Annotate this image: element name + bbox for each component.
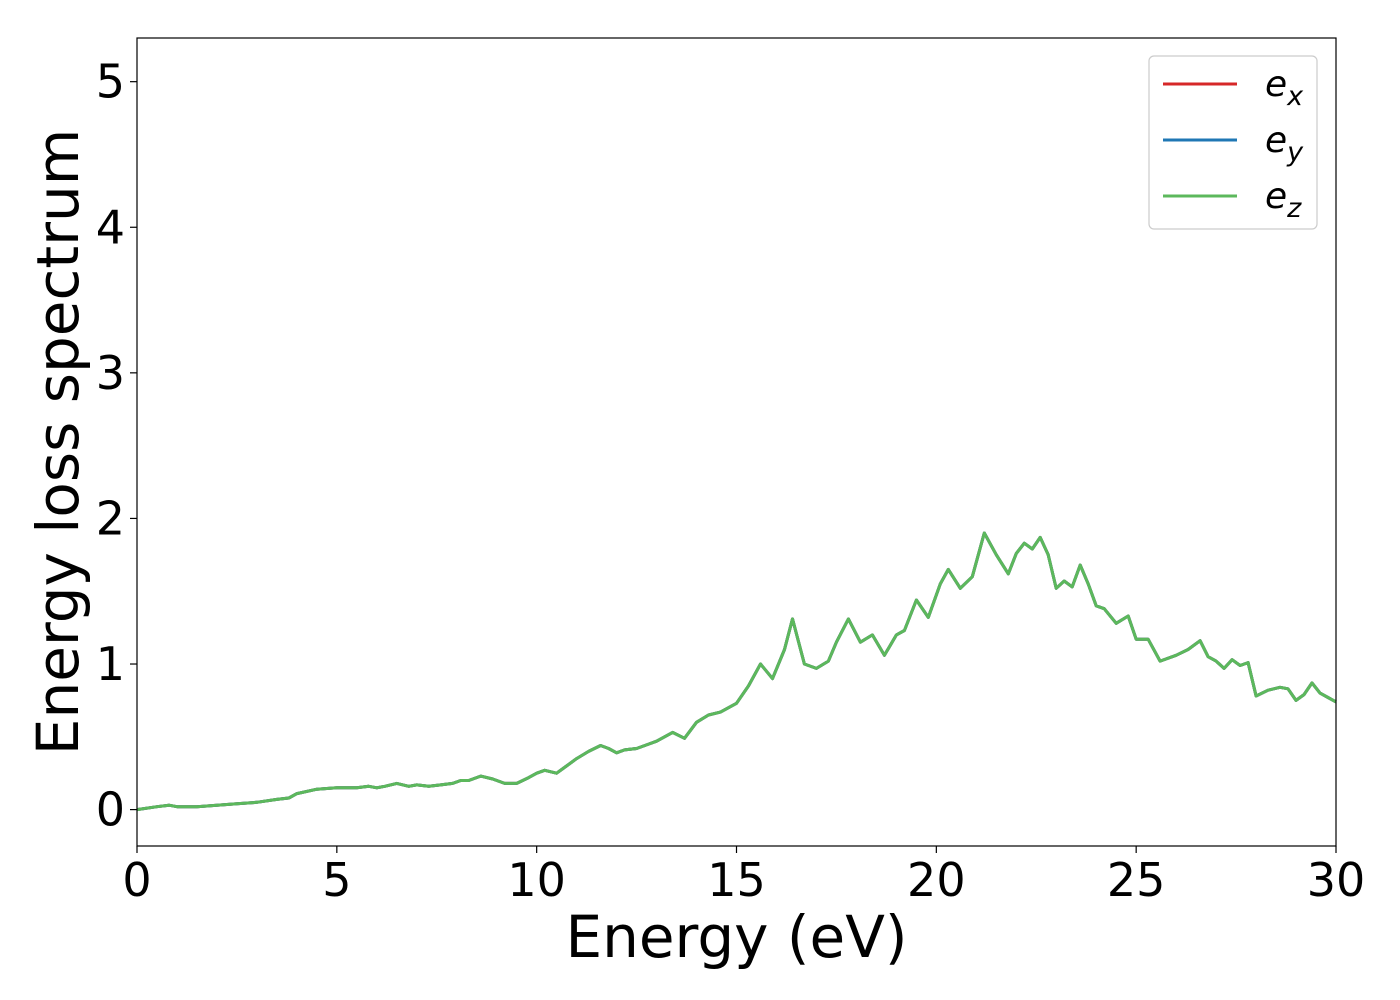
series-line-z: [136, 531, 1337, 812]
x-tick-label: 25: [1107, 853, 1166, 907]
legend-entry-y: ey: [1265, 120, 1304, 168]
x-axis: 0 5 10 15 20 25 30: [122, 846, 1365, 907]
x-tick-label: 30: [1307, 853, 1366, 907]
y-tick-label: 4: [96, 200, 125, 254]
x-tick-label: 10: [507, 853, 566, 907]
y-axis-label: Energy loss spectrum: [24, 129, 92, 755]
y-tick-label: 3: [96, 346, 125, 400]
legend: ex ey ez: [1148, 55, 1318, 230]
legend-entry-x: ex: [1265, 64, 1304, 112]
legend-entry-z: ez: [1265, 176, 1302, 224]
x-axis-label: Energy (eV): [565, 903, 907, 971]
x-tick-label: 15: [707, 853, 766, 907]
x-tick-label: 0: [122, 853, 151, 907]
y-tick-label: 5: [96, 55, 125, 109]
x-tick-label: 20: [907, 853, 966, 907]
x-tick-label: 5: [322, 853, 351, 907]
legend-box: [1148, 55, 1318, 230]
y-tick-label: 2: [96, 491, 125, 545]
series-layer: [136, 531, 1337, 812]
y-axis: 0 1 2 3 4 5: [96, 55, 137, 837]
y-tick-label: 1: [96, 637, 125, 691]
y-tick-label: 0: [96, 783, 125, 837]
